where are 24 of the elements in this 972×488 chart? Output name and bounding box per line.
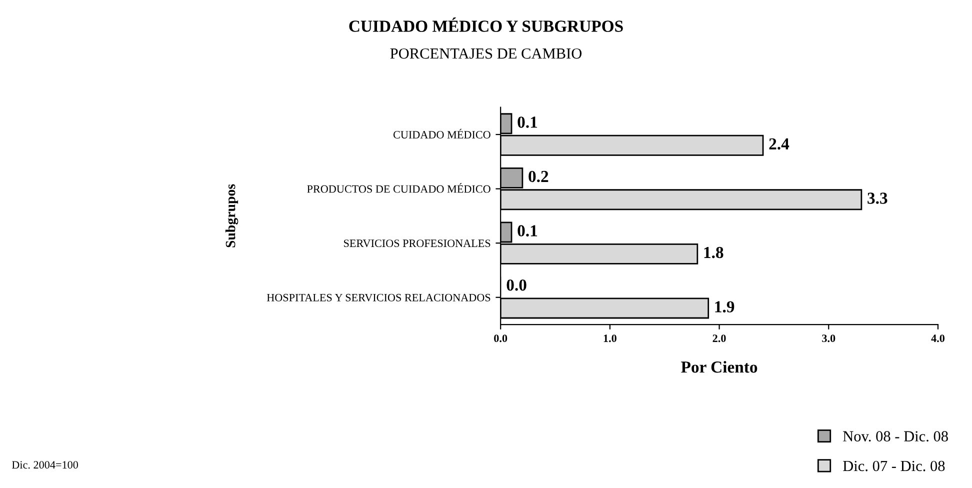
x-tick-label: 2.0 — [712, 334, 726, 342]
x-axis-title: Por Ciento — [681, 360, 758, 373]
data-label: 0.0 — [506, 279, 526, 291]
x-tick-label: 0.0 — [494, 334, 508, 342]
data-label: 1.8 — [704, 246, 724, 258]
chart-subtitle: PORCENTAJES DE CAMBIO — [390, 48, 582, 59]
legend-label: Dic. 07 - Dic. 08 — [843, 460, 945, 472]
text: Dic. 2004=100 — [12, 461, 78, 469]
x-tick-label: 4.0 — [931, 334, 944, 342]
x-tick-label: 3.0 — [822, 334, 836, 342]
data-label: 1.9 — [715, 301, 734, 312]
y-axis-title: Subgrupos — [225, 184, 238, 248]
y-tick-label: SERVICIOS PROFESIONALES — [344, 240, 490, 248]
chart-title: CUIDADO MÉDICO Y SUBGRUPOS — [349, 17, 623, 32]
legend-label: Nov. 08 - Dic. 08 — [843, 431, 948, 442]
data-label: 2.4 — [769, 138, 790, 150]
data-label: 0.1 — [518, 116, 538, 128]
y-tick-label: HOSPITALES Y SERVICIOS RELACIONADOS — [266, 294, 490, 302]
data-label: 0.2 — [528, 170, 548, 182]
y-tick-label: PRODUCTOS DE CUIDADO MÉDICO — [307, 183, 490, 193]
data-label: 3.3 — [868, 192, 888, 204]
y-tick-label: CUIDADO MÉDICO — [393, 128, 490, 138]
x-tick-label: 1.0 — [604, 334, 616, 342]
data-label: 0.1 — [518, 225, 538, 236]
